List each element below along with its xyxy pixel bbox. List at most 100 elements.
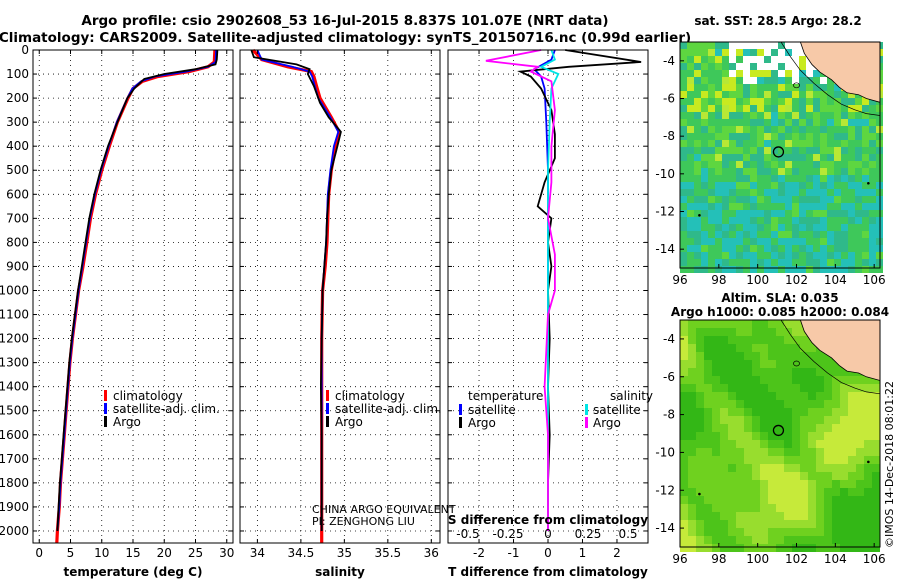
map-cell <box>752 504 760 512</box>
map-cell <box>680 259 687 266</box>
map-cell <box>728 408 736 416</box>
map-cell <box>736 432 744 440</box>
map-cell <box>704 408 712 416</box>
map-cell <box>752 408 760 416</box>
map-cell <box>840 528 848 536</box>
map-cell <box>760 448 768 456</box>
map-cell <box>792 536 800 544</box>
map-cell <box>760 376 768 384</box>
map-cell <box>848 175 855 182</box>
map-cell <box>680 154 687 161</box>
map-cell <box>832 432 840 440</box>
map-cell <box>744 376 752 384</box>
map-cell <box>704 344 712 352</box>
map-cell <box>694 98 701 105</box>
map-cell <box>736 392 744 400</box>
map-cell <box>848 91 855 98</box>
map-cell <box>743 252 750 259</box>
map-cell <box>816 360 824 368</box>
map-cell <box>736 231 743 238</box>
map-cell <box>701 259 708 266</box>
map-cell <box>841 182 848 189</box>
map-cell <box>834 238 841 245</box>
map-title: sat. SST: 28.5 Argo: 28.2 <box>694 14 861 28</box>
map-cell <box>864 416 872 424</box>
map-cell <box>808 528 816 536</box>
map-cell <box>687 70 694 77</box>
map-cell <box>778 126 785 133</box>
map-cell <box>768 544 776 552</box>
map-cell <box>832 488 840 496</box>
map-cell <box>848 182 855 189</box>
x-tick-label: 96 <box>672 552 687 566</box>
map-cell <box>856 448 864 456</box>
map-cell <box>720 456 728 464</box>
map-cell <box>750 112 757 119</box>
map-cell <box>808 536 816 544</box>
map-cell <box>869 98 876 105</box>
map-cell <box>806 112 813 119</box>
map-cell <box>708 161 715 168</box>
map-cell <box>680 56 687 63</box>
map-cell <box>824 504 832 512</box>
map-cell <box>757 133 764 140</box>
map-cell <box>743 175 750 182</box>
map-cell <box>872 456 880 464</box>
map-cell <box>827 238 834 245</box>
map-cell <box>728 544 736 552</box>
map-cell <box>750 175 757 182</box>
legend-title-temperature: temperature <box>468 389 543 403</box>
map-cell <box>687 259 694 266</box>
map-cell <box>722 112 729 119</box>
x-tick-label: 100 <box>746 552 769 566</box>
map-cell <box>722 210 729 217</box>
map-subtitle: Argo h1000: 0.085 h2000: 0.084 <box>671 305 889 319</box>
map-cell <box>827 119 834 126</box>
map-cell <box>799 203 806 210</box>
map-cell <box>776 504 784 512</box>
map-cell <box>688 472 696 480</box>
map-cell <box>856 464 864 472</box>
map-cell <box>841 231 848 238</box>
map-cell <box>752 472 760 480</box>
map-cell <box>701 196 708 203</box>
x-tick-label: 104 <box>824 273 847 287</box>
map-cell <box>813 154 820 161</box>
map-cell <box>715 126 722 133</box>
map-cell <box>792 544 800 552</box>
map-cell <box>771 42 778 49</box>
map-cell <box>869 231 876 238</box>
map-cell <box>855 217 862 224</box>
map-cell <box>752 344 760 352</box>
map-cell <box>813 70 820 77</box>
map-cell <box>771 63 778 70</box>
map-cell <box>680 161 687 168</box>
map-cell <box>744 512 752 520</box>
map-cell <box>824 520 832 528</box>
map-cell <box>760 352 768 360</box>
map-cell <box>784 328 792 336</box>
map-cell <box>752 424 760 432</box>
map-cell <box>694 231 701 238</box>
map-cell <box>743 231 750 238</box>
map-cell <box>848 133 855 140</box>
map-cell <box>785 161 792 168</box>
map-cell <box>813 126 820 133</box>
map-cell <box>696 416 704 424</box>
map-cell <box>784 544 792 552</box>
map-cell <box>736 70 743 77</box>
map-cell <box>872 472 880 480</box>
map-cell <box>827 231 834 238</box>
map-cell <box>704 504 712 512</box>
map-cell <box>764 140 771 147</box>
argo-position-marker <box>772 146 785 158</box>
map-cell <box>750 203 757 210</box>
map-cell <box>720 464 728 472</box>
map-cell <box>816 408 824 416</box>
map-cell <box>680 392 688 400</box>
map-cell <box>824 376 832 384</box>
map-cell <box>704 480 712 488</box>
map-cell <box>708 224 715 231</box>
map-cell <box>729 63 736 70</box>
map-cell <box>820 231 827 238</box>
